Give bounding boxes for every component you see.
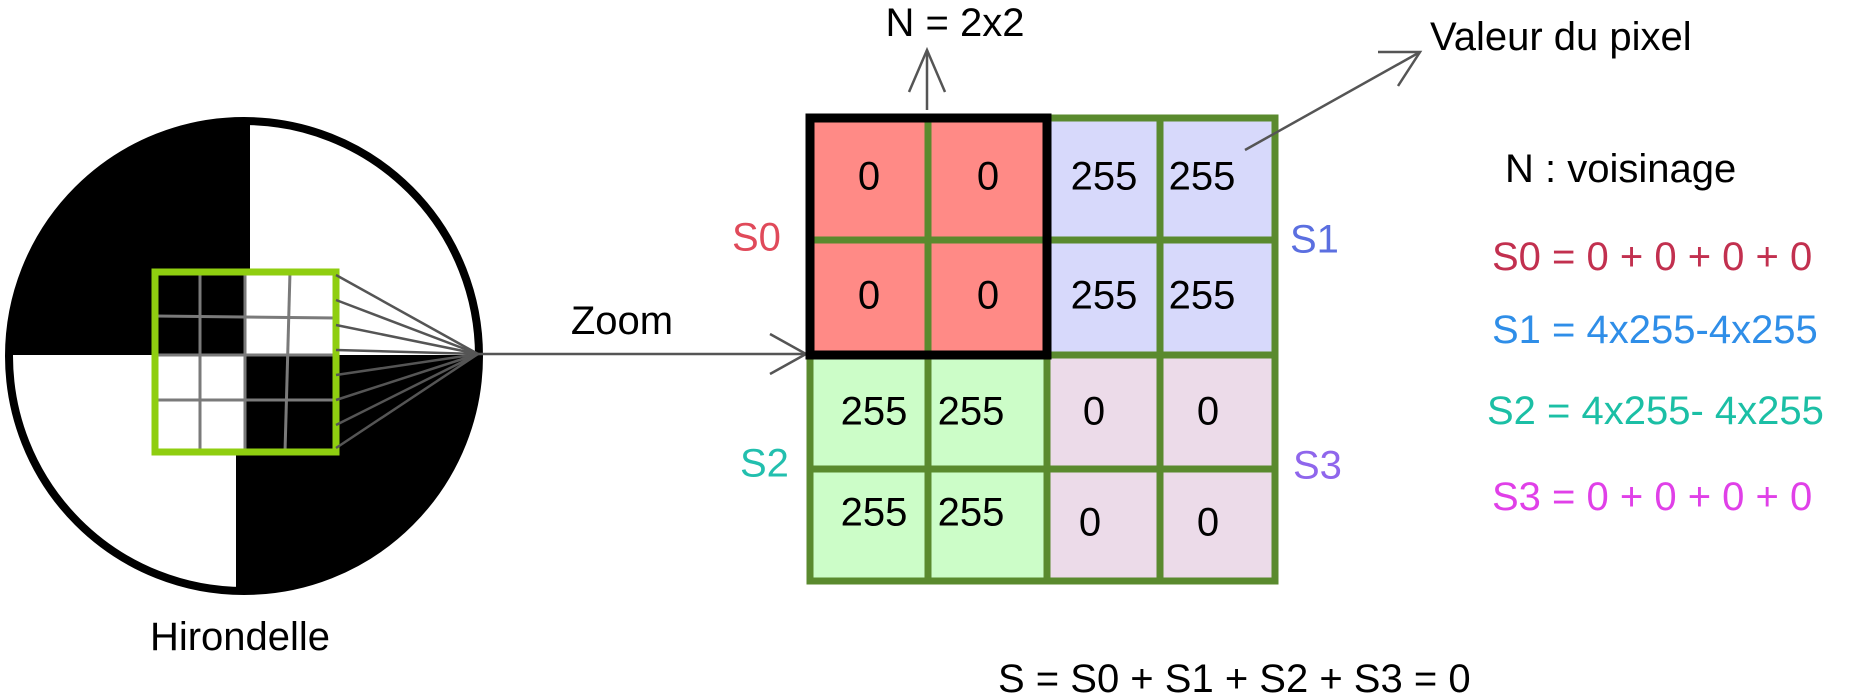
cell-r3-c0: 255 bbox=[841, 491, 908, 535]
legend-neighborhood: N : voisinage bbox=[1505, 147, 1736, 191]
projection-lines bbox=[335, 273, 479, 450]
cell-r3-c2: 0 bbox=[1079, 501, 1101, 545]
neighborhood-frame bbox=[805, 113, 1052, 360]
cell-r0-c1: 0 bbox=[977, 155, 999, 199]
cell-r0-c3: 255 bbox=[1169, 155, 1236, 199]
cell-r2-c0: 255 bbox=[841, 390, 908, 434]
legend-s3: S3 = 0 + 0 + 0 + 0 bbox=[1492, 475, 1812, 519]
target-caption: Hirondelle bbox=[150, 615, 330, 659]
pixel-value-pointer: Valeur du pixel bbox=[1244, 15, 1692, 152]
pixel-value-label: Valeur du pixel bbox=[1430, 15, 1692, 59]
cell-r1-c0: 0 bbox=[858, 274, 880, 318]
quadrant-label-s2: S2 bbox=[740, 442, 789, 486]
sample-frame bbox=[151, 268, 340, 456]
quadrant-label-s3: S3 bbox=[1293, 444, 1342, 488]
pixel-grid: 0 0 255 255 0 0 255 255 255 255 0 0 255 … bbox=[732, 113, 1342, 585]
cell-r2-c1: 255 bbox=[938, 390, 1005, 434]
cell-r2-c2: 0 bbox=[1083, 390, 1105, 434]
cell-r1-c2: 255 bbox=[1071, 274, 1138, 318]
total-formula: S = S0 + S1 + S2 + S3 = 0 bbox=[998, 657, 1471, 694]
cell-r3-c1: 255 bbox=[938, 491, 1005, 535]
quadrant-label-s0: S0 bbox=[732, 216, 781, 260]
legend-s2: S2 = 4x255- 4x255 bbox=[1487, 389, 1824, 433]
quadrant-label-s1: S1 bbox=[1290, 218, 1339, 262]
neighborhood-pointer: N = 2x2 bbox=[886, 1, 1025, 110]
cell-r1-c3: 255 bbox=[1169, 274, 1236, 318]
hirondelle-target: Hirondelle bbox=[5, 117, 483, 659]
zoom-label: Zoom bbox=[571, 299, 673, 343]
cell-r0-c0: 0 bbox=[858, 155, 880, 199]
target-outline bbox=[5, 117, 483, 595]
legend-s1: S1 = 4x255-4x255 bbox=[1492, 308, 1818, 352]
legend: N : voisinage S0 = 0 + 0 + 0 + 0 S1 = 4x… bbox=[1487, 147, 1824, 519]
cell-r1-c1: 0 bbox=[977, 274, 999, 318]
cell-r2-c3: 0 bbox=[1197, 390, 1219, 434]
neighborhood-title: N = 2x2 bbox=[886, 1, 1025, 45]
sample-window bbox=[151, 268, 340, 456]
cell-r0-c2: 255 bbox=[1071, 155, 1138, 199]
zoom-arrow: Zoom bbox=[478, 299, 809, 376]
legend-s0: S0 = 0 + 0 + 0 + 0 bbox=[1492, 235, 1812, 279]
cell-r3-c3: 0 bbox=[1197, 501, 1219, 545]
